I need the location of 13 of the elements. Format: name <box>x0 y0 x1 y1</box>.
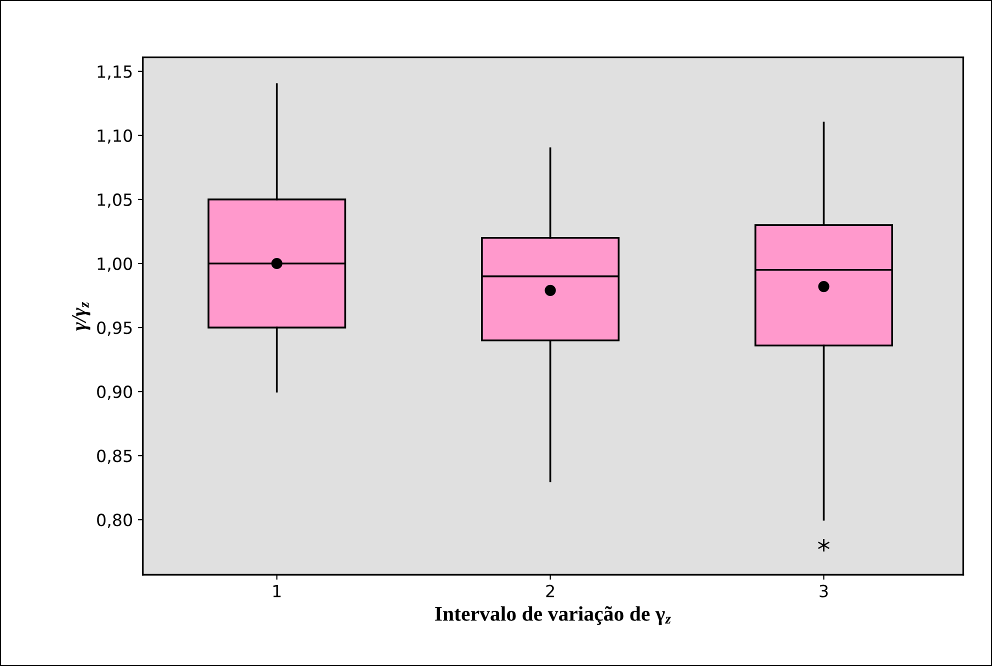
y-tick-label: 0,80 <box>97 514 132 528</box>
x-tick-label: 2 <box>546 584 554 598</box>
y-tick-label: 1,05 <box>98 193 132 208</box>
x-tick-label: 3 <box>820 584 828 598</box>
y-tick-label: 1,10 <box>98 129 132 144</box>
y-tick-label: 0,90 <box>97 386 132 400</box>
y-tick-label: 1,15 <box>98 66 132 80</box>
x-tick-label: 1 <box>273 584 281 598</box>
y-tick-label: 1,00 <box>98 257 132 272</box>
y-axis-title: γ/γ$_{z}$ <box>72 302 90 331</box>
x-axis-title: Intervalo de variação de γ$_{z}$ <box>435 606 671 626</box>
y-tick-label: 0,85 <box>97 450 132 464</box>
y-tick-label: 0,95 <box>97 322 132 336</box>
